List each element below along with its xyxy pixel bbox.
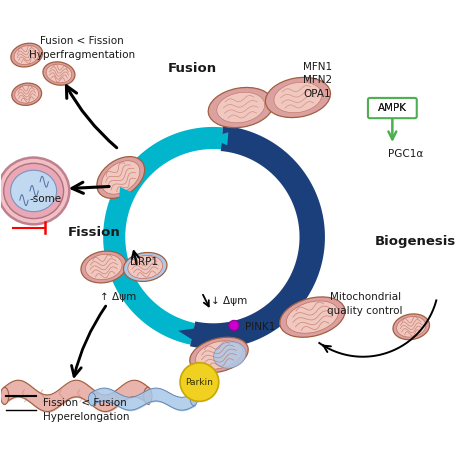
Ellipse shape — [12, 83, 42, 105]
Text: quality control: quality control — [328, 306, 403, 316]
Ellipse shape — [97, 156, 145, 199]
Text: -some: -some — [29, 194, 61, 204]
Ellipse shape — [0, 157, 69, 224]
Ellipse shape — [286, 301, 338, 333]
Ellipse shape — [213, 342, 246, 368]
Ellipse shape — [85, 254, 122, 280]
Text: ↓ Δψm: ↓ Δψm — [211, 296, 247, 307]
FancyBboxPatch shape — [368, 98, 417, 118]
Text: Fusion: Fusion — [168, 63, 217, 75]
Ellipse shape — [43, 62, 75, 85]
Polygon shape — [118, 187, 132, 206]
Ellipse shape — [0, 387, 9, 404]
Text: PGC1α: PGC1α — [388, 149, 423, 159]
Text: DRP1: DRP1 — [130, 257, 158, 267]
Text: Mitochondrial: Mitochondrial — [329, 292, 401, 302]
Ellipse shape — [81, 251, 127, 283]
Ellipse shape — [15, 85, 39, 103]
Circle shape — [229, 320, 239, 330]
Text: Fission < Fusion: Fission < Fusion — [43, 398, 127, 408]
Ellipse shape — [10, 170, 57, 212]
Ellipse shape — [128, 255, 163, 279]
Ellipse shape — [144, 387, 152, 404]
Polygon shape — [103, 127, 223, 345]
Ellipse shape — [217, 92, 264, 123]
Text: Fusion < Fission: Fusion < Fission — [40, 36, 124, 46]
Text: Parkin: Parkin — [185, 378, 213, 387]
Ellipse shape — [196, 341, 242, 369]
Text: Fission: Fission — [68, 226, 121, 239]
Text: Biogenesis: Biogenesis — [374, 235, 456, 248]
Ellipse shape — [208, 88, 273, 128]
Polygon shape — [178, 328, 201, 343]
Text: Hyperelongation: Hyperelongation — [43, 411, 129, 421]
Ellipse shape — [274, 82, 322, 113]
Text: MFN1: MFN1 — [303, 62, 332, 72]
Ellipse shape — [46, 64, 72, 83]
Text: AMPK: AMPK — [378, 103, 407, 113]
Text: OPA1: OPA1 — [303, 89, 331, 99]
Text: PINK1: PINK1 — [246, 322, 276, 332]
Text: Hyperfragmentation: Hyperfragmentation — [29, 50, 135, 60]
Circle shape — [180, 363, 219, 401]
Text: ↑ Δψm: ↑ Δψm — [100, 292, 137, 302]
Ellipse shape — [14, 46, 39, 64]
Ellipse shape — [101, 161, 140, 194]
Text: AMPK: AMPK — [378, 103, 407, 113]
Text: MFN2: MFN2 — [303, 75, 332, 85]
Ellipse shape — [393, 314, 429, 340]
Ellipse shape — [397, 317, 426, 337]
Ellipse shape — [280, 297, 345, 337]
Ellipse shape — [190, 392, 198, 406]
Ellipse shape — [124, 253, 167, 282]
Ellipse shape — [190, 337, 248, 373]
Ellipse shape — [265, 77, 330, 118]
Ellipse shape — [89, 392, 96, 406]
Ellipse shape — [4, 164, 64, 219]
Ellipse shape — [11, 43, 43, 67]
Polygon shape — [210, 132, 228, 146]
Polygon shape — [190, 126, 325, 349]
